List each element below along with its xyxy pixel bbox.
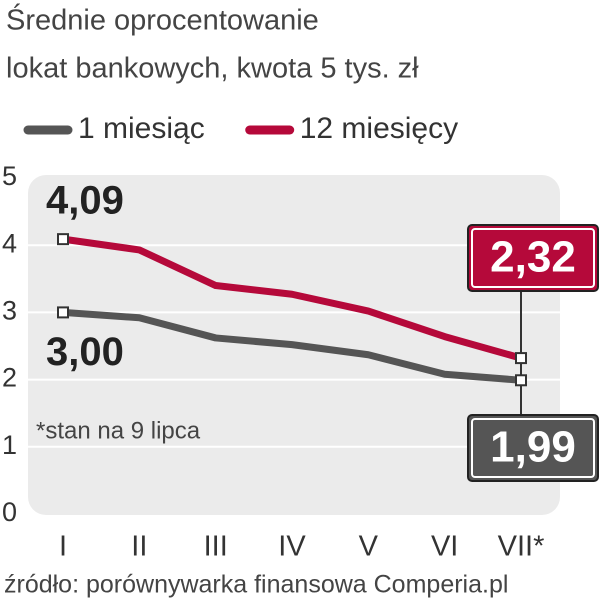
label-box-inner [471, 228, 595, 288]
label-box-inner [471, 418, 595, 478]
y-tick-label: 4 [2, 228, 17, 258]
y-tick-label: 1 [2, 430, 17, 460]
point-marker [515, 352, 527, 365]
value-label: 3,00 [46, 330, 124, 374]
legend-label: 12 miesięcy [300, 112, 458, 145]
value-label: 4,09 [46, 179, 124, 223]
value-label: 2,32 [490, 233, 576, 282]
series-line [59, 308, 525, 384]
label-box [467, 414, 599, 482]
value-label: 1,99 [490, 423, 576, 472]
y-tick-label: 3 [2, 296, 17, 326]
point-marker [57, 233, 69, 246]
chart-title: lokat bankowych, kwota 5 tys. zł [6, 53, 419, 85]
source: źródło: porównywarka finansowa Comperia.… [4, 571, 508, 599]
chart-title: Średnie oprocentowanie [6, 3, 319, 37]
x-tick-label: I [59, 531, 67, 563]
y-tick-label: 5 [2, 161, 17, 191]
x-tick-label: VI [431, 531, 458, 563]
point-marker [515, 374, 527, 387]
x-tick-label: II [131, 531, 147, 563]
legend-label: 1 miesiąc [78, 112, 205, 145]
annotation: *stan na 9 lipca [36, 417, 201, 444]
series-line [59, 235, 525, 362]
x-tick-label: VII* [498, 531, 545, 563]
point-marker [57, 306, 69, 319]
y-tick-label: 2 [2, 363, 17, 393]
label-box [467, 224, 599, 292]
x-tick-label: III [204, 531, 228, 563]
x-tick-label: V [359, 531, 379, 563]
y-tick-label: 0 [2, 497, 17, 527]
x-tick-label: IV [278, 531, 306, 563]
